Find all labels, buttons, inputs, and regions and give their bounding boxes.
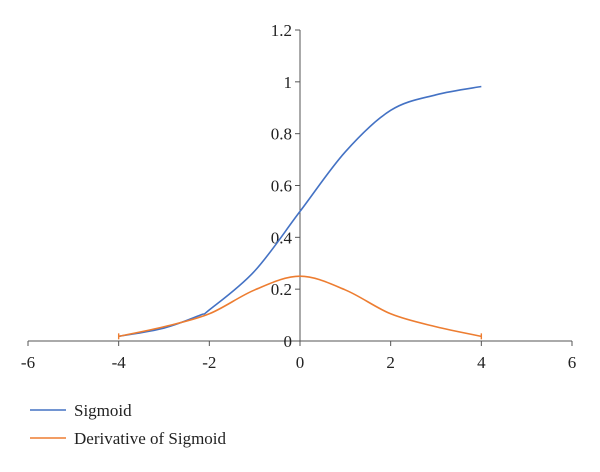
x-tick-label: 6 xyxy=(568,353,577,372)
x-tick-label: 2 xyxy=(386,353,395,372)
series-line-derivative-of-sigmoid xyxy=(118,275,482,338)
y-tick-label: 0.8 xyxy=(271,125,292,144)
x-ticks: -6 -4 -2 0 2 4 6 xyxy=(21,341,576,372)
x-tick-label: -6 xyxy=(21,353,35,372)
y-tick-label: 1.2 xyxy=(271,21,292,40)
legend-label: Derivative of Sigmoid xyxy=(74,429,227,448)
x-tick-label: -2 xyxy=(202,353,216,372)
x-tick-label: 4 xyxy=(477,353,486,372)
y-tick-label: 0.6 xyxy=(271,177,292,196)
series-layer xyxy=(117,85,483,340)
y-tick-label: 1 xyxy=(284,73,293,92)
axes: -6 -4 -2 0 2 4 6 00.20.40.60.811.2 xyxy=(21,21,576,372)
y-ticks: 00.20.40.60.811.2 xyxy=(271,21,300,351)
y-tick-label: 0.2 xyxy=(271,280,292,299)
legend: Sigmoid Derivative of Sigmoid xyxy=(30,401,227,448)
x-tick-label: 0 xyxy=(296,353,305,372)
x-tick-label: -4 xyxy=(112,353,127,372)
legend-label: Sigmoid xyxy=(74,401,132,420)
y-tick-label: 0 xyxy=(284,332,293,351)
